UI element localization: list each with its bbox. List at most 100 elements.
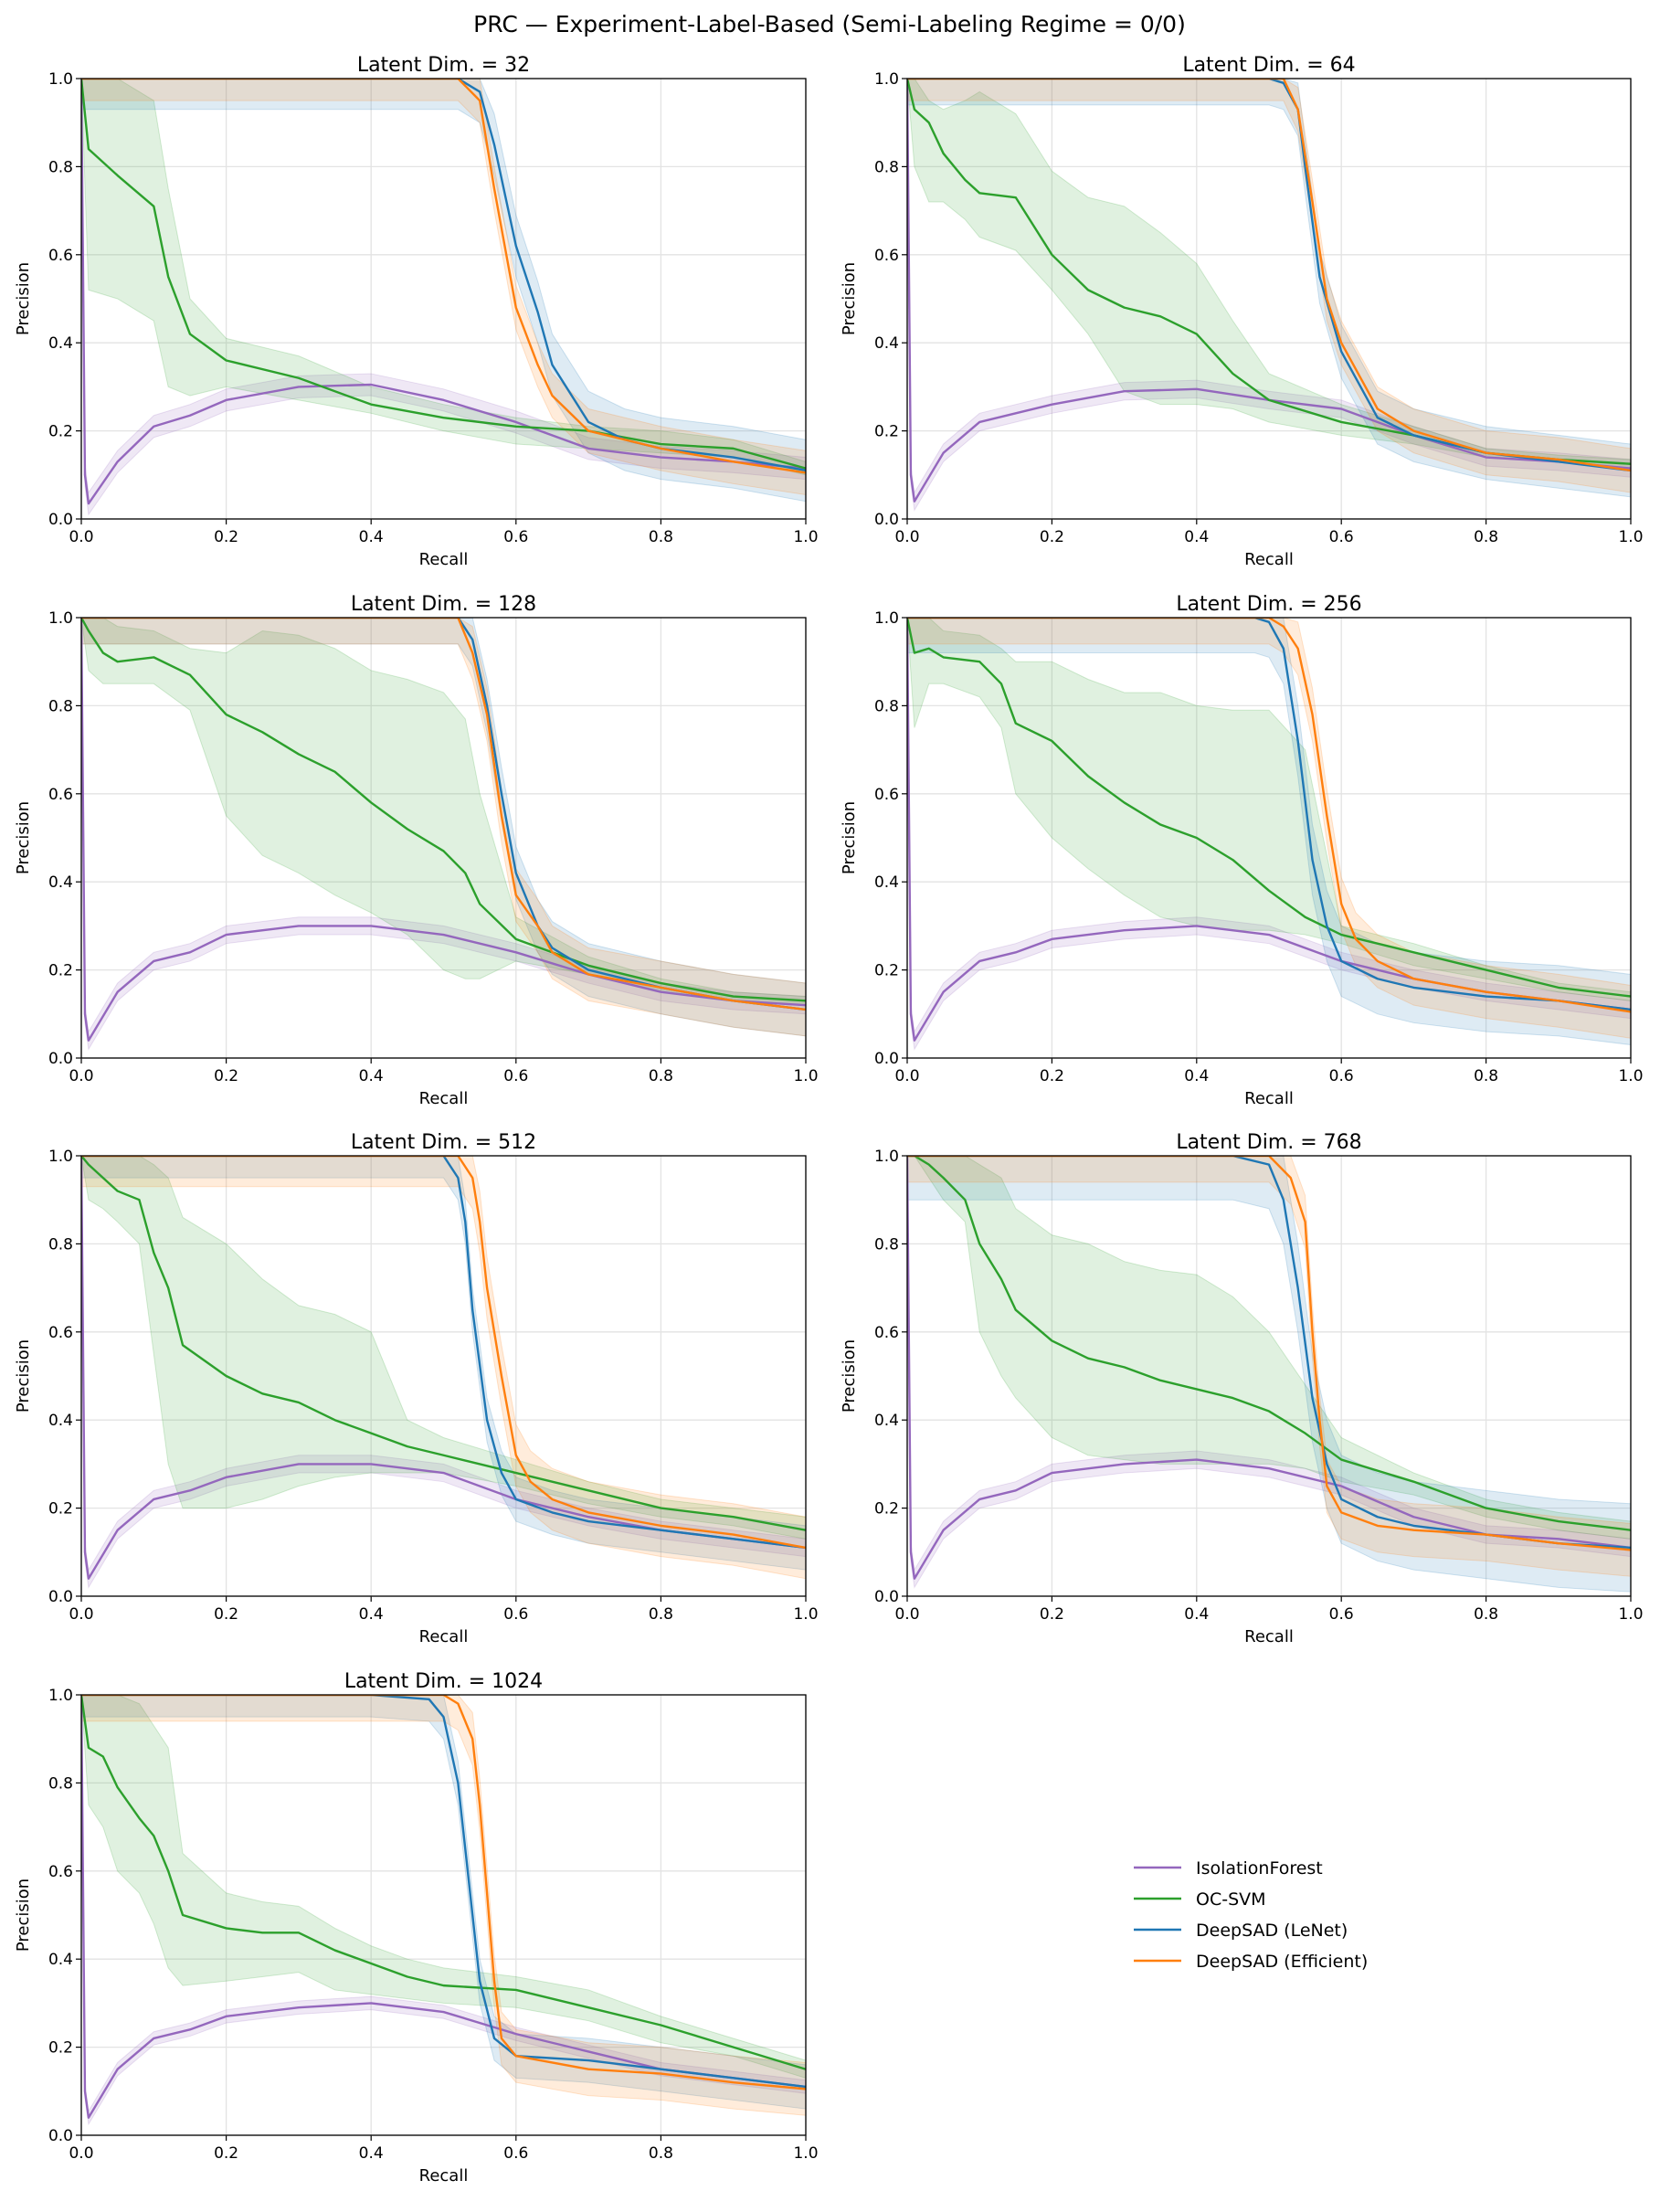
y-tick-label: 0.4	[874, 334, 899, 353]
series-line-deepsad-efficient-	[907, 79, 1631, 472]
y-tick-label: 0.2	[874, 1500, 899, 1519]
y-tick-label: 0.0	[48, 2127, 73, 2145]
legend-item: IsolationForest	[1134, 1858, 1323, 1879]
x-tick-label: 0.2	[1040, 528, 1064, 546]
confidence-band-oc-svm	[907, 79, 1631, 471]
x-tick-label: 0.8	[1474, 1067, 1498, 1085]
confidence-band-deepsad-lenet-	[81, 618, 806, 1037]
axes-frame	[906, 1155, 1632, 1597]
y-tick-label: 0.4	[48, 334, 73, 353]
confidence-band-deepsad-lenet-	[81, 1156, 806, 1571]
x-tick-label: 0.6	[1329, 1605, 1354, 1624]
y-tick-label: 0.4	[48, 873, 73, 892]
confidence-band-deepsad-efficient-	[907, 1156, 1631, 1577]
x-tick-label: 0.0	[69, 1605, 93, 1624]
subplot-title: Latent Dim. = 1024	[344, 1670, 543, 1693]
subplot-title: Latent Dim. = 64	[1182, 54, 1355, 77]
subplot-0: 0.0 0.2 0.4 0.6 0.8 1.0 0.0 0.2 0.4 0.6 0.8 1.0 Late…	[14, 54, 819, 569]
y-tick-label: 0.4	[48, 1951, 73, 1969]
series-line-deepsad-lenet-	[81, 1156, 806, 1550]
legend-label: DeepSAD (Efficient)	[1196, 1952, 1368, 1972]
series-line-oc-svm	[81, 1156, 806, 1531]
series-line-deepsad-lenet-	[907, 618, 1631, 1011]
x-tick-label: 0.2	[214, 528, 238, 546]
legend-item: OC-SVM	[1134, 1889, 1266, 1910]
y-tick-label: 0.6	[874, 247, 899, 265]
x-tick-label: 0.6	[503, 2144, 528, 2163]
y-tick-label: 0.2	[874, 962, 899, 980]
series-line-deepsad-efficient-	[81, 1695, 806, 2090]
subplot-5: 0.0 0.2 0.4 0.6 0.8 1.0 0.0 0.2 0.4 0.6 0.8 1.0 Late…	[840, 1131, 1644, 1646]
series-line-isolationforest	[81, 1156, 806, 1580]
y-tick-label: 0.6	[874, 1324, 899, 1342]
y-tick-label: 0.2	[48, 423, 73, 441]
y-tick-label: 1.0	[48, 1148, 73, 1166]
subplot-3: 0.0 0.2 0.4 0.6 0.8 1.0 0.0 0.2 0.4 0.6 0.8 1.0 Late…	[840, 593, 1644, 1108]
x-tick-label: 0.8	[649, 2144, 673, 2163]
plot-area	[81, 618, 806, 1051]
y-tick-label: 0.8	[48, 697, 73, 715]
x-tick-label: 0.0	[894, 528, 919, 546]
subplot-4: 0.0 0.2 0.4 0.6 0.8 1.0 0.0 0.2 0.4 0.6 0.8 1.0 Late…	[14, 1131, 819, 1646]
y-axis-label: Precision	[14, 1339, 33, 1413]
axes-frame	[80, 78, 807, 520]
x-tick-label: 0.6	[1329, 528, 1354, 546]
figure-title: PRC — Experiment-Label-Based (Semi-Label…	[473, 11, 1186, 37]
x-tick-label: 0.8	[1474, 528, 1498, 546]
plot-area	[907, 79, 1631, 512]
y-tick-label: 0.2	[48, 1500, 73, 1519]
y-tick-label: 0.0	[874, 1050, 899, 1068]
y-tick-label: 1.0	[48, 1687, 73, 1705]
confidence-band-oc-svm	[81, 618, 806, 1006]
x-tick-label: 1.0	[1618, 1067, 1643, 1085]
series-line-isolationforest	[907, 1156, 1631, 1580]
x-tick-label: 1.0	[793, 528, 818, 546]
legend: IsolationForest OC-SVM DeepSAD (LeNet) Deep…	[1134, 1858, 1368, 1972]
x-tick-label: 1.0	[793, 1605, 818, 1624]
y-tick-label: 0.0	[874, 1588, 899, 1606]
confidence-band-deepsad-lenet-	[907, 618, 1631, 1046]
y-axis-label: Precision	[14, 801, 33, 874]
series-line-oc-svm	[81, 1695, 806, 2070]
axes-frame	[80, 1155, 807, 1597]
y-tick-label: 0.8	[874, 158, 899, 176]
confidence-band-isolationforest	[81, 618, 806, 1051]
legend-item: DeepSAD (LeNet)	[1134, 1921, 1348, 1941]
y-tick-label: 0.6	[48, 786, 73, 804]
series-line-isolationforest	[81, 618, 806, 1042]
y-tick-label: 0.0	[48, 1050, 73, 1068]
series-line-isolationforest	[907, 79, 1631, 503]
x-axis-label: Recall	[419, 2166, 469, 2186]
series-line-deepsad-efficient-	[907, 618, 1631, 1013]
y-tick-label: 1.0	[48, 70, 73, 89]
confidence-band-deepsad-efficient-	[81, 1156, 806, 1580]
x-axis-label: Recall	[419, 1089, 469, 1108]
x-axis-label: Recall	[419, 550, 469, 569]
plot-area	[81, 1156, 806, 1589]
y-tick-label: 0.6	[48, 247, 73, 265]
confidence-band-oc-svm	[907, 618, 1631, 1001]
series-line-isolationforest	[81, 79, 806, 505]
subplot-2: 0.0 0.2 0.4 0.6 0.8 1.0 0.0 0.2 0.4 0.6 0.8 1.0 Late…	[14, 593, 819, 1108]
series-line-oc-svm	[907, 1156, 1631, 1531]
x-tick-label: 0.4	[359, 1067, 384, 1085]
y-tick-label: 1.0	[874, 70, 899, 89]
x-tick-label: 0.8	[1474, 1605, 1498, 1624]
plot-area	[81, 79, 806, 516]
confidence-band-deepsad-lenet-	[81, 1695, 806, 2110]
plot-area	[907, 1156, 1631, 1593]
subplot-title: Latent Dim. = 256	[1176, 593, 1361, 616]
confidence-band-isolationforest	[907, 79, 1631, 512]
x-axis-label: Recall	[1244, 1089, 1294, 1108]
x-tick-label: 0.0	[69, 1067, 93, 1085]
x-tick-label: 0.2	[214, 1605, 238, 1624]
subplot-6: 0.0 0.2 0.4 0.6 0.8 1.0 0.0 0.2 0.4 0.6 0.8 1.0 Late…	[14, 1670, 819, 2186]
x-tick-label: 0.2	[214, 1067, 238, 1085]
x-tick-label: 0.4	[359, 2144, 384, 2163]
subplot-1: 0.0 0.2 0.4 0.6 0.8 1.0 0.0 0.2 0.4 0.6 0.8 1.0 Late…	[840, 54, 1644, 569]
confidence-band-oc-svm	[907, 1156, 1631, 1540]
y-tick-label: 0.2	[874, 423, 899, 441]
y-tick-label: 0.8	[48, 1235, 73, 1254]
axes-frame	[80, 617, 807, 1059]
x-tick-label: 0.0	[69, 2144, 93, 2163]
